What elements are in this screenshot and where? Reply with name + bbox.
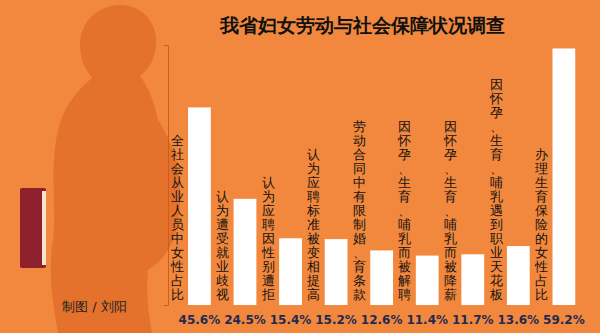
annotation: 制图 / 刘阳: [62, 299, 127, 314]
bar: [188, 107, 211, 305]
data-label: 15.2%: [315, 313, 357, 327]
bar: [461, 254, 484, 305]
data-label: 13.6%: [498, 313, 540, 327]
book: [20, 188, 46, 268]
chart-container: 我省妇女劳动与社会保障状况调查全社会从业人员中女性占比 认为遭受就业歧视 认为应聘因…: [0, 0, 600, 333]
chart-title: 我省妇女劳动与社会保障状况调查: [219, 14, 505, 36]
data-label: 59.2%: [543, 313, 585, 327]
data-label: 12.6%: [361, 313, 403, 327]
category-label: 认为遭受就业歧视: [216, 189, 229, 302]
category-label: 办理生育保险的女性占比: [534, 147, 548, 302]
bar: [552, 48, 575, 305]
background: [0, 0, 600, 333]
y-axis: [164, 46, 169, 306]
data-label: 11.4%: [406, 313, 448, 327]
category-label: 因怀孕、生育、哺乳遇到职业天花板: [489, 77, 503, 302]
category-label: 认为应聘因性别遭拒: [261, 175, 275, 302]
category-label: 因怀孕、生育、哺乳而被解聘: [397, 119, 411, 302]
data-label: 24.5%: [224, 313, 266, 327]
y-axis-line: [164, 46, 169, 306]
bar: [325, 239, 348, 305]
category-label: 认为应聘标准被变相提高: [306, 147, 320, 302]
bar: [279, 238, 302, 305]
data-label: 11.7%: [452, 313, 494, 327]
bars: [188, 48, 575, 305]
bar: [234, 199, 257, 305]
silhouette: [51, 5, 181, 333]
category-label: 劳动合同中有限制婚、育条款: [353, 119, 366, 302]
bar: [507, 246, 530, 305]
data-label: 15.4%: [270, 313, 312, 327]
data-label: 45.6%: [179, 313, 221, 327]
bar: [416, 256, 439, 305]
chart-svg: 我省妇女劳动与社会保障状况调查全社会从业人员中女性占比 认为遭受就业歧视 认为应聘因…: [0, 0, 600, 333]
category-label: 全社会从业人员中女性占比: [170, 133, 184, 302]
bar: [370, 250, 393, 305]
book-pages: [42, 191, 46, 265]
category-label: 因怀孕、生育、哺乳而被降薪: [443, 119, 457, 302]
